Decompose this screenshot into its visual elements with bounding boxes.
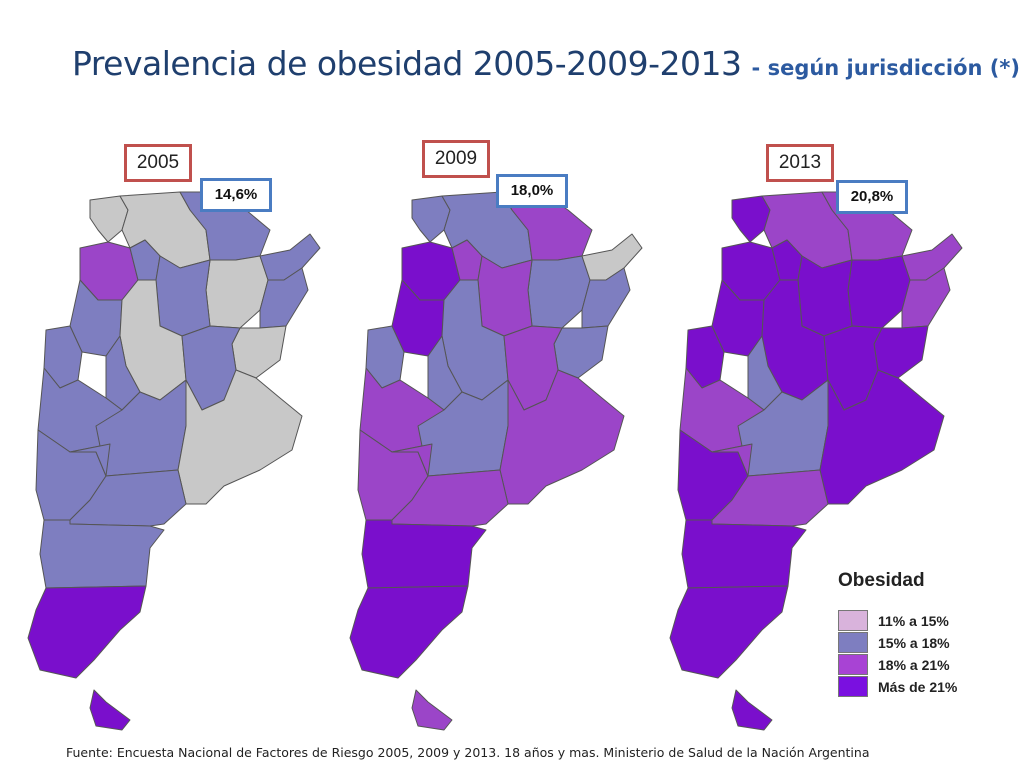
- legend-item: 18% a 21%: [838, 654, 978, 675]
- map-2009: [349, 191, 643, 731]
- title-main: Prevalencia de obesidad 2005-2009-2013: [72, 44, 742, 83]
- national-rate-2005: 14,6%: [200, 178, 272, 212]
- province-chaco: [847, 255, 911, 329]
- year-label-2009: 2009: [422, 140, 490, 178]
- province-misiones: [901, 233, 963, 281]
- year-label-2005: 2005: [124, 144, 192, 182]
- province-chaco: [527, 255, 591, 329]
- province-tdf: [89, 689, 131, 731]
- province-stgo: [477, 255, 533, 337]
- province-chubut: [39, 519, 165, 589]
- province-stgo: [155, 255, 211, 337]
- province-chubut: [681, 519, 807, 589]
- legend: Obesidad 11% a 15% 15% a 18% 18% a 21% Más …: [838, 570, 978, 698]
- slide-title: Prevalencia de obesidad 2005-2009-2013 - …: [72, 44, 1020, 83]
- province-corrientes: [259, 267, 309, 329]
- province-stgo: [797, 255, 853, 337]
- national-rate-2013: 20,8%: [836, 180, 908, 214]
- map-2013: [669, 191, 963, 731]
- national-rate-2009: 18,0%: [496, 174, 568, 208]
- province-misiones: [259, 233, 321, 281]
- legend-label: 15% a 18%: [878, 634, 950, 651]
- province-corrientes: [581, 267, 631, 329]
- province-jujuy: [731, 195, 771, 243]
- province-tdf: [411, 689, 453, 731]
- province-jujuy: [411, 195, 451, 243]
- title-sub: - según jurisdicción (*): [751, 56, 1020, 80]
- maps-area: 2005 14,6% 2009 18,0% 2013 20,8%: [0, 130, 1024, 750]
- province-entrerios: [231, 325, 287, 379]
- legend-title: Obesidad: [838, 570, 925, 591]
- province-misiones: [581, 233, 643, 281]
- source-footnote: Fuente: Encuesta Nacional de Factores de…: [66, 745, 870, 760]
- legend-swatch: [838, 676, 868, 697]
- province-entrerios: [873, 325, 929, 379]
- map-2005: [27, 191, 321, 731]
- province-chaco: [205, 255, 269, 329]
- legend-label: 11% a 15%: [878, 612, 949, 629]
- province-tdf: [731, 689, 773, 731]
- legend-swatch: [838, 610, 868, 631]
- province-chubut: [361, 519, 487, 589]
- legend-item: 11% a 15%: [838, 610, 978, 631]
- province-santacruz: [349, 585, 469, 679]
- province-jujuy: [89, 195, 129, 243]
- province-santacruz: [27, 585, 147, 679]
- legend-swatch: [838, 632, 868, 653]
- legend-item: Más de 21%: [838, 676, 978, 697]
- legend-label: 18% a 21%: [878, 656, 950, 673]
- province-entrerios: [553, 325, 609, 379]
- province-santacruz: [669, 585, 789, 679]
- year-label-2013: 2013: [766, 144, 834, 182]
- legend-item: 15% a 18%: [838, 632, 978, 653]
- legend-swatch: [838, 654, 868, 675]
- province-corrientes: [901, 267, 951, 329]
- legend-label: Más de 21%: [878, 678, 958, 695]
